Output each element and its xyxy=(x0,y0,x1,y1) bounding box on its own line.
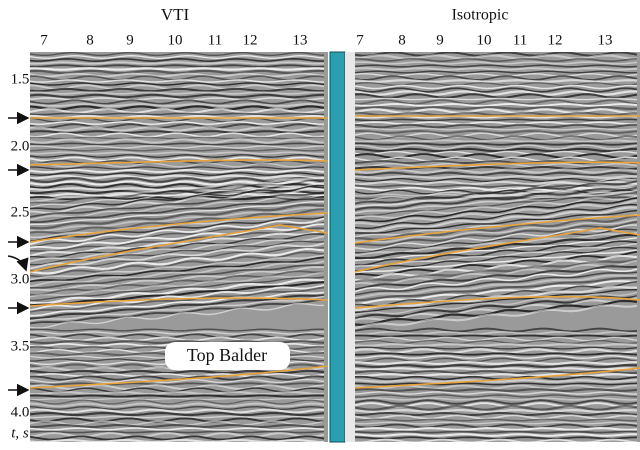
scrollbar[interactable] xyxy=(330,52,345,442)
y-tick-label: 4.0 xyxy=(11,404,30,420)
x-tick-label: 13 xyxy=(598,32,613,48)
panel-title: Isotropic xyxy=(452,7,509,24)
y-axis-label: t, s xyxy=(11,425,29,441)
x-tick-label: 10 xyxy=(168,32,183,48)
y-tick-label: 3.0 xyxy=(11,271,30,287)
x-tick-label: 9 xyxy=(436,32,444,48)
reflector xyxy=(355,335,637,336)
panel-title: VTI xyxy=(161,5,190,24)
x-tick-label: 8 xyxy=(86,32,94,48)
x-tick-label: 13 xyxy=(293,32,308,48)
y-tick-label: 3.5 xyxy=(11,338,30,354)
reflector xyxy=(30,395,324,396)
x-tick-label: 7 xyxy=(40,32,48,48)
x-tick-label: 11 xyxy=(513,32,527,48)
y-tick-label: 2.5 xyxy=(11,204,30,220)
reflector xyxy=(30,68,324,69)
x-tick-label: 7 xyxy=(356,32,364,48)
y-tick-label: 1.5 xyxy=(11,71,30,87)
gap xyxy=(345,52,355,442)
page: Top Balder VTI Isotropic t, s 7 8 9 10 11 12 1… xyxy=(0,0,640,450)
x-tick-label: 12 xyxy=(243,32,258,48)
x-tick-label: 11 xyxy=(208,32,222,48)
x-tick-label: 12 xyxy=(548,32,563,48)
y-tick-label: 2.0 xyxy=(11,138,30,154)
annotation: Top Balder xyxy=(187,345,267,365)
x-tick-label: 10 xyxy=(477,32,492,48)
arrow xyxy=(8,256,26,270)
x-tick-label: 8 xyxy=(398,32,406,48)
x-tick-label: 9 xyxy=(126,32,134,48)
figure: Top Balder VTI Isotropic t, s 7 8 9 10 11 12 1… xyxy=(0,0,640,450)
